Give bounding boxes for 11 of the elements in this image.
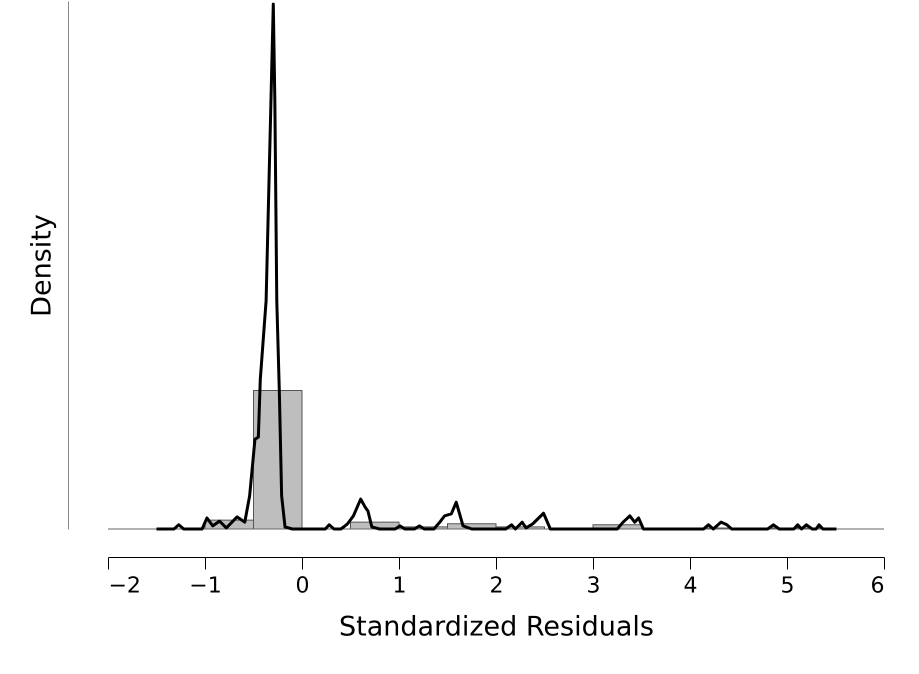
x-tick-label: 6 [870, 574, 884, 598]
y-axis-title: Density [26, 214, 58, 317]
x-tick-label: 3 [586, 574, 600, 598]
x-tick-label: −1 [189, 574, 222, 598]
x-tick-label: 0 [296, 574, 310, 598]
x-tick-label: 4 [684, 574, 698, 598]
x-tick-label: 2 [490, 574, 504, 598]
x-tick-label: 5 [780, 574, 794, 598]
x-axis-title: Standardized Residuals [339, 612, 654, 642]
x-tick-label: −2 [108, 574, 141, 598]
x-tick-label: 1 [392, 574, 406, 598]
